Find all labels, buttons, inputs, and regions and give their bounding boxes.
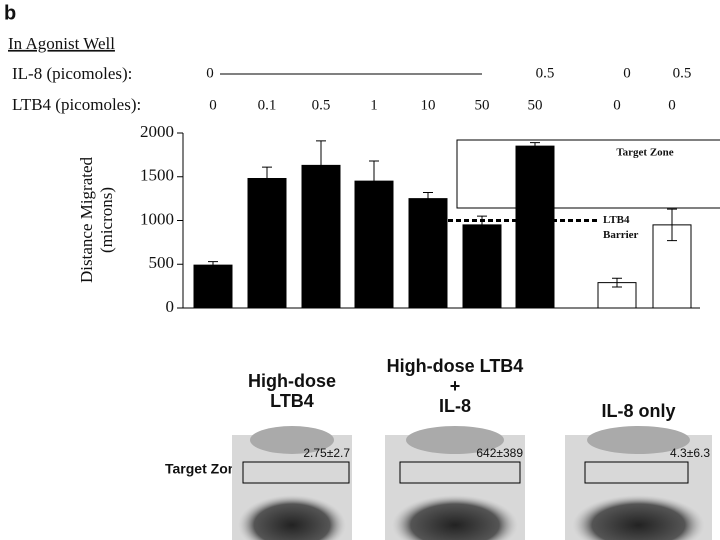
target-zone-rect	[399, 461, 521, 484]
error-bar	[369, 160, 379, 202]
target-zone-label: Target Zone	[616, 147, 673, 159]
panel-title: IL-8 only	[601, 401, 675, 421]
bar	[247, 178, 287, 309]
error-bar	[667, 208, 677, 242]
error-bar	[477, 215, 487, 235]
ltb4-value: 1	[370, 97, 378, 113]
error-bar	[612, 277, 622, 288]
il8-value: 0.5	[673, 65, 692, 81]
error-bar	[262, 166, 272, 191]
ltb4-value: 50	[528, 97, 543, 113]
micrograph-texture	[238, 495, 346, 540]
cell-count: 4.3±6.3	[670, 446, 710, 460]
ltb4-value: 0	[668, 97, 676, 113]
panel-title: High-dose	[248, 371, 336, 391]
cell-count: 642±389	[476, 446, 523, 460]
micrograph-texture	[250, 426, 334, 454]
il8-value: 0	[623, 65, 631, 81]
micrograph-texture	[572, 495, 705, 540]
header-title: In Agonist Well	[8, 34, 115, 53]
panel-title: LTB4	[270, 391, 314, 411]
il8-label: IL-8 (picomoles):	[12, 64, 132, 83]
ltb4-value: 0.5	[312, 97, 331, 113]
panel-title: IL-8	[439, 396, 471, 416]
barrier-label: Barrier	[603, 229, 639, 241]
micrograph-texture	[392, 495, 518, 540]
y-axis-label: Distance Migrated	[77, 156, 96, 283]
il8-value: 0	[206, 65, 214, 81]
y-axis-label: (microns)	[97, 187, 116, 253]
micrograph-texture	[587, 426, 690, 454]
il8-value: 0.5	[536, 65, 555, 81]
cell-count: 2.75±2.7	[303, 446, 350, 460]
bar	[408, 198, 448, 309]
ltb4-value: 10	[421, 97, 436, 113]
error-bar	[423, 192, 433, 206]
panel-title: High-dose LTB4	[387, 356, 524, 376]
ltb4-value: 0	[209, 97, 217, 113]
ltb4-value: 50	[475, 97, 490, 113]
error-bar	[530, 142, 540, 151]
error-bar	[208, 261, 218, 270]
ltb4-value: 0	[613, 97, 621, 113]
bar	[515, 145, 555, 309]
target-zone-rect	[584, 461, 689, 484]
y-tick-label: 500	[149, 253, 175, 272]
panel-title: +	[450, 376, 461, 396]
ltb4-value: 0.1	[258, 97, 277, 113]
target-zone-rect	[242, 461, 350, 484]
target-zone-box	[456, 139, 720, 209]
ltb4-label: LTB4 (picomoles):	[12, 95, 141, 114]
image-row-label: Target Zone	[165, 461, 244, 477]
barrier-label: LTB4	[603, 214, 630, 226]
bar	[193, 264, 233, 309]
y-tick-label: 1000	[140, 209, 174, 228]
bar	[462, 224, 502, 309]
y-tick-label: 1500	[140, 166, 174, 185]
panel-label: b	[4, 2, 16, 24]
micrograph-texture	[406, 426, 504, 454]
y-tick-label: 2000	[140, 122, 174, 141]
error-bar	[316, 140, 326, 191]
y-tick-label: 0	[166, 297, 175, 316]
bar	[354, 180, 394, 309]
